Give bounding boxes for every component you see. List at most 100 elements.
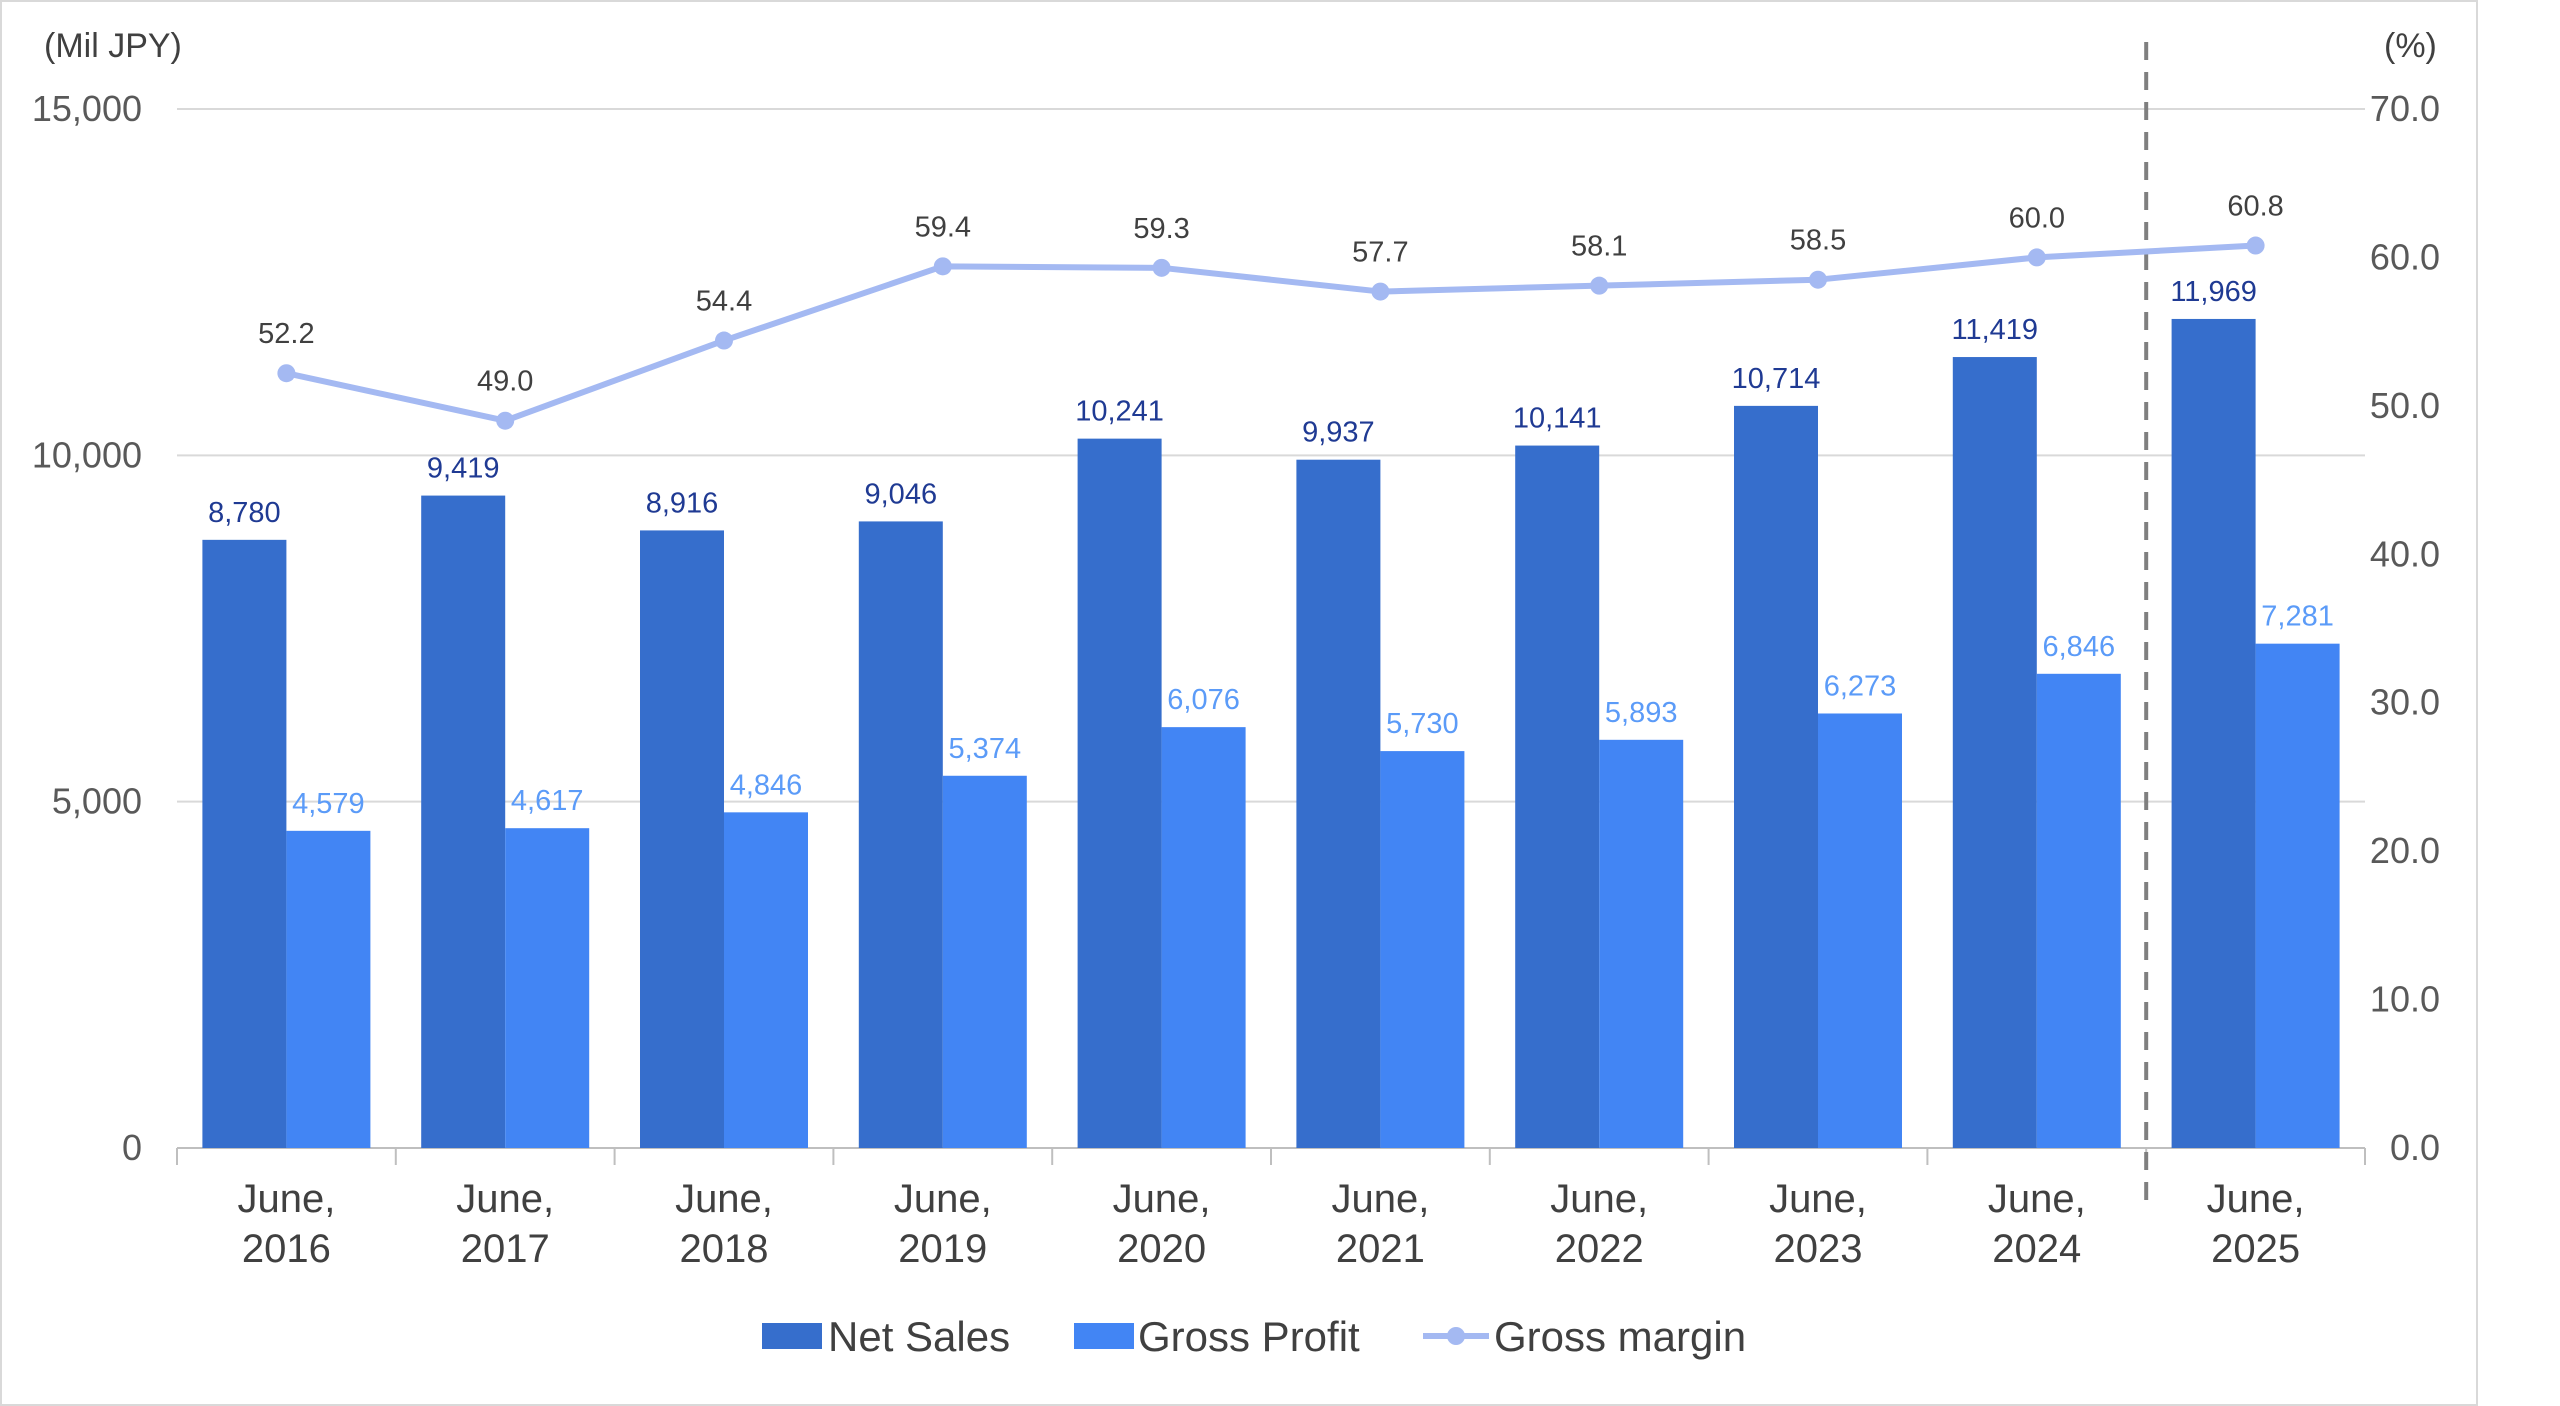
y-left-tick-label: 5,000 — [52, 781, 142, 822]
net-sales-data-label: 10,141 — [1513, 403, 1602, 435]
net-sales-data-label: 11,419 — [1952, 314, 2039, 346]
legend-swatch-gross-margin-marker — [1447, 1327, 1465, 1345]
net-sales-bar — [1515, 445, 1600, 1148]
gross-profit-data-label: 4,579 — [292, 788, 365, 820]
gross-margin-line — [285, 242, 2256, 424]
net-sales-data-label: 9,419 — [427, 453, 500, 485]
net-sales-data-label: 10,714 — [1732, 363, 1821, 395]
gross-profit-data-label: 4,846 — [730, 769, 803, 801]
net-sales-data-label: 10,241 — [1075, 396, 1164, 428]
x-tick-label-month: June, — [1113, 1177, 1211, 1221]
gross-profit-data-label: 6,273 — [1824, 670, 1897, 702]
gross-margin-data-label: 60.8 — [2227, 191, 2283, 223]
x-tick-label-month: June, — [1331, 1177, 1429, 1221]
x-tick-label-month: June, — [675, 1177, 773, 1221]
legend-label-gross-profit: Gross Profit — [1138, 1313, 1360, 1360]
gross-margin-data-label: 58.1 — [1571, 231, 1627, 263]
net-sales-bar — [1952, 357, 2037, 1148]
gross-margin-data-label: 52.2 — [258, 318, 314, 350]
x-tick-label-year: 2024 — [1992, 1227, 2081, 1271]
gross-margin-point — [277, 364, 296, 383]
y-right-tick-label: 40.0 — [2370, 533, 2440, 574]
gross-margin-point — [2027, 248, 2046, 267]
x-tick-label-month: June, — [1988, 1177, 2086, 1221]
gross-profit-data-label: 6,076 — [1167, 684, 1240, 716]
net-sales-bar — [421, 495, 506, 1148]
y-left-tick-label: 10,000 — [32, 434, 142, 475]
net-sales-data-label: 9,046 — [865, 478, 938, 510]
net-sales-bar — [2171, 318, 2256, 1148]
gross-margin-point — [715, 331, 733, 350]
gross-margin-data-label: 58.5 — [1790, 225, 1846, 257]
gross-margin-point — [1809, 270, 1827, 289]
gross-margin-data-label: 60.0 — [2009, 202, 2065, 234]
net-sales-data-label: 11,969 — [2170, 276, 2257, 308]
net-sales-data-label: 8,780 — [208, 497, 281, 529]
chart-svg: 0 5,000 10,000 15,000 0.0 10.0 20.0 30.0 40.0 50.… — [32, 27, 2440, 1360]
y-left-unit-label: (Mil JPY) — [44, 27, 182, 65]
gross-profit-data-label: 5,893 — [1605, 697, 1678, 729]
x-tick-label-month: June, — [456, 1177, 554, 1221]
x-tick-label-month: June, — [894, 1177, 992, 1221]
y-right-unit-label: (%) — [2384, 27, 2437, 65]
gross-margin-point — [496, 411, 515, 430]
legend-label-gross-margin: Gross margin — [1494, 1313, 1746, 1360]
x-tick-label-year: 2020 — [1117, 1227, 1206, 1271]
y-right-tick-label: 30.0 — [2370, 682, 2440, 723]
gross-margin-point — [1590, 276, 1609, 295]
y-left-tick-label: 15,000 — [32, 88, 142, 129]
x-tick-label-month: June, — [2207, 1177, 2305, 1221]
y-right-tick-label: 20.0 — [2370, 830, 2440, 871]
gross-margin-point — [1152, 258, 1171, 277]
x-tick-label-month: June, — [1769, 1177, 1867, 1221]
gross-profit-bar — [505, 828, 590, 1148]
x-tick-label-year: 2019 — [898, 1227, 987, 1271]
net-sales-data-label: 8,916 — [646, 487, 719, 519]
gross-margin-point — [2246, 236, 2265, 255]
x-tick-label-year: 2017 — [461, 1227, 550, 1271]
net-sales-bar — [858, 521, 943, 1148]
gross-margin-data-label: 57.7 — [1352, 237, 1408, 269]
x-tick-label-month: June, — [1550, 1177, 1648, 1221]
gross-profit-data-label: 5,374 — [949, 733, 1022, 765]
x-tick-label-year: 2025 — [2211, 1227, 2300, 1271]
gross-profit-bar — [2255, 643, 2340, 1148]
gross-profit-bar — [1161, 727, 1246, 1148]
x-tick-label-year: 2016 — [242, 1227, 331, 1271]
x-tick-label-year: 2023 — [1774, 1227, 1863, 1271]
y-right-tick-label: 70.0 — [2370, 88, 2440, 129]
chart-frame: 0 5,000 10,000 15,000 0.0 10.0 20.0 30.0 40.0 50.… — [0, 0, 2478, 1406]
legend-swatch-net-sales — [762, 1323, 822, 1349]
gross-profit-bar — [1599, 739, 1684, 1148]
gross-margin-data-label: 54.4 — [696, 286, 752, 318]
net-sales-bar — [202, 539, 287, 1148]
gross-margin-data-label: 59.4 — [915, 211, 971, 243]
x-tick-label-year: 2021 — [1336, 1227, 1425, 1271]
gross-profit-data-label: 5,730 — [1386, 708, 1459, 740]
gross-profit-data-label: 4,617 — [511, 785, 584, 817]
net-sales-data-label: 9,937 — [1302, 417, 1375, 449]
y-right-tick-label: 10.0 — [2370, 979, 2440, 1020]
gross-profit-bar — [724, 812, 808, 1148]
net-sales-bar — [1077, 438, 1162, 1148]
y-right-tick-label: 0.0 — [2390, 1127, 2440, 1168]
gross-profit-bar — [942, 775, 1027, 1148]
gross-profit-data-label: 6,846 — [2043, 631, 2116, 663]
gross-margin-data-label: 59.3 — [1133, 213, 1189, 245]
gross-profit-bar — [1380, 751, 1465, 1148]
x-tick-label-year: 2022 — [1555, 1227, 1644, 1271]
x-tick-label-month: June, — [237, 1177, 335, 1221]
gross-profit-bar — [2036, 673, 2121, 1148]
gross-margin-point — [933, 257, 952, 276]
gross-profit-data-label: 7,281 — [2261, 601, 2334, 633]
gross-margin-point — [1371, 282, 1390, 301]
legend-swatch-gross-profit — [1074, 1323, 1134, 1349]
y-left-tick-label: 0 — [122, 1127, 142, 1168]
gross-profit-bar — [1818, 713, 1902, 1148]
legend-label-net-sales: Net Sales — [828, 1313, 1010, 1360]
net-sales-bar — [1734, 405, 1818, 1148]
x-tick-label-year: 2018 — [680, 1227, 769, 1271]
gross-margin-data-label: 49.0 — [477, 366, 533, 398]
net-sales-bar — [1296, 459, 1381, 1148]
y-right-tick-label: 50.0 — [2370, 385, 2440, 426]
